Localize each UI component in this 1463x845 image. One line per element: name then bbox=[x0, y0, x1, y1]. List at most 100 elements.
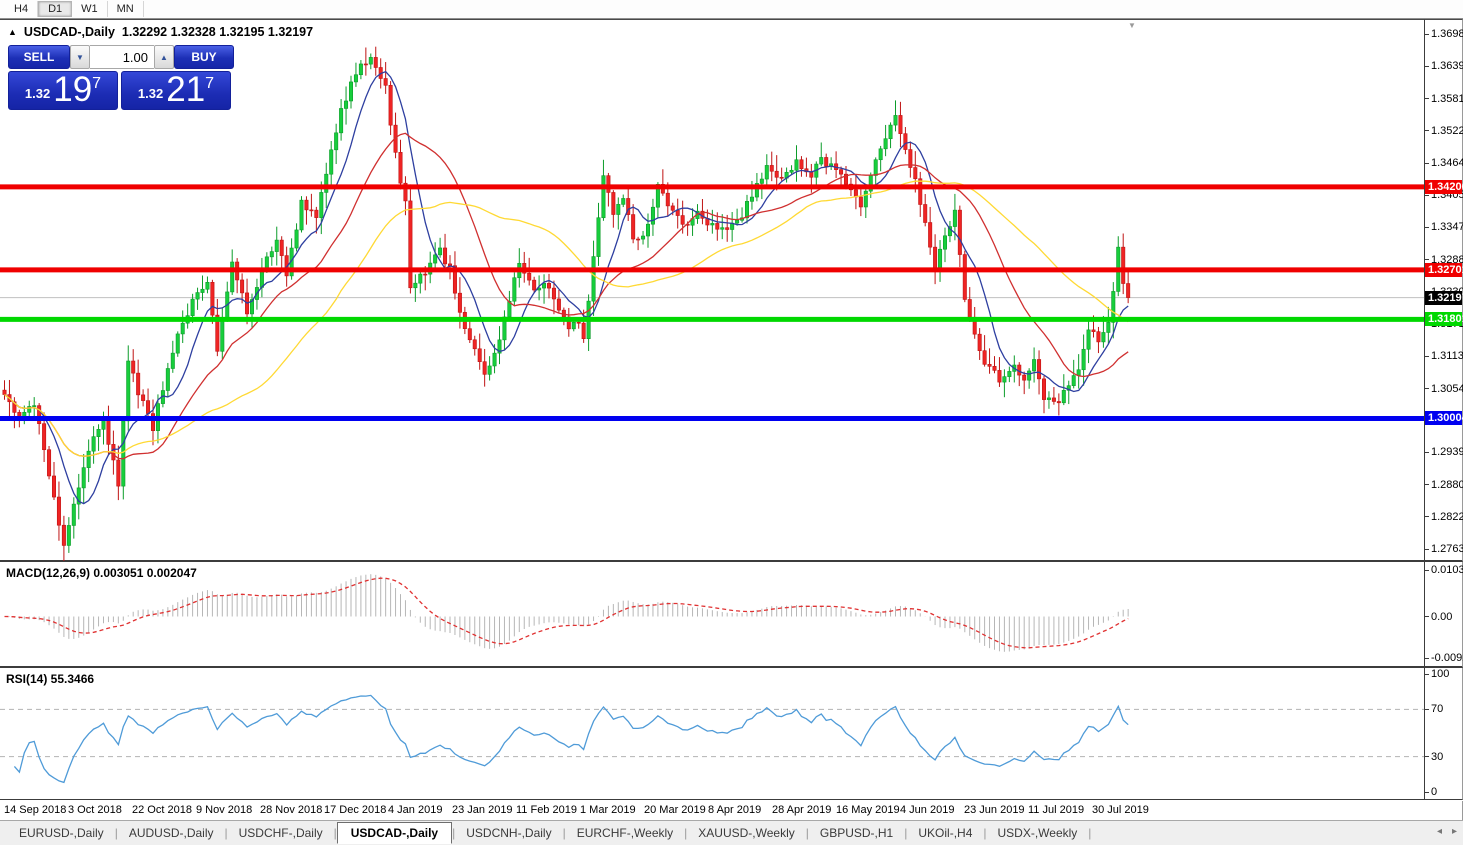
price-tick: 1.33470 bbox=[1425, 221, 1463, 233]
tab-usdcnh[interactable]: USDCNH-,Daily bbox=[466, 826, 552, 840]
sell-price-pips: 19 bbox=[53, 70, 93, 109]
date-label: 23 Jun 2019 bbox=[964, 804, 1025, 816]
sell-price-base: 1.32 bbox=[24, 86, 51, 101]
date-label: 22 Oct 2018 bbox=[132, 804, 192, 816]
date-label: 4 Jun 2019 bbox=[900, 804, 955, 816]
tab-separator: | bbox=[805, 826, 809, 840]
tab-usdcad[interactable]: USDCAD-,Daily bbox=[336, 822, 453, 844]
tab-separator: | bbox=[904, 826, 908, 840]
tab-gbpusd[interactable]: GBPUSD-,H1 bbox=[819, 826, 894, 840]
price-tick: 1.29390 bbox=[1425, 446, 1463, 458]
tab-separator: | bbox=[333, 826, 337, 840]
date-label: 4 Jan 2019 bbox=[388, 804, 443, 816]
tab-bar: EURUSD-,Daily | AUDUSD-,Daily | USDCHF-,Dail… bbox=[0, 820, 1463, 845]
date-label: 16 May 2019 bbox=[836, 804, 900, 816]
timeframe-button-d1[interactable]: D1 bbox=[38, 1, 73, 17]
sell-price-display[interactable]: 1.32 19 7 bbox=[8, 71, 118, 110]
rsi-indicator-label: RSI(14) 55.3466 bbox=[6, 672, 95, 686]
current-price-tag: 1.32197 bbox=[1425, 290, 1463, 305]
collapse-trade-panel-icon[interactable]: ▲ bbox=[8, 27, 17, 37]
macd-indicator-label: MACD(12,26,9) 0.003051 0.002047 bbox=[6, 566, 197, 580]
chart-window: ▲ USDCAD-,Daily 1.32292 1.32328 1.32195 … bbox=[0, 19, 1463, 845]
price-tag-support-blue: 1.30004 bbox=[1425, 411, 1463, 426]
price-tick: 1.28220 bbox=[1425, 511, 1463, 523]
tab-separator: | bbox=[114, 826, 118, 840]
tab-separator: | bbox=[224, 826, 228, 840]
date-label: 28 Apr 2019 bbox=[772, 804, 832, 816]
rsi-chart[interactable] bbox=[0, 668, 1424, 798]
ma-medium-line bbox=[4, 132, 1129, 460]
tab-eurchf[interactable]: EURCHF-,Weekly bbox=[576, 826, 674, 840]
price-tick: 1.35225 bbox=[1425, 125, 1463, 137]
volume-decrease-button[interactable]: ▼ bbox=[70, 45, 90, 69]
tab-usdchf[interactable]: USDCHF-,Daily bbox=[238, 826, 323, 840]
macd-pane[interactable]: MACD(12,26,9) 0.003051 0.002047 bbox=[0, 562, 1424, 668]
timeframe-toolbar: H4 D1 W1 MN bbox=[0, 0, 1463, 19]
buy-price-base: 1.32 bbox=[137, 86, 164, 101]
price-tick: 1.35810 bbox=[1425, 93, 1463, 105]
tab-separator: | bbox=[1088, 826, 1092, 840]
main-chart-pane[interactable]: ▲ USDCAD-,Daily 1.32292 1.32328 1.32195 … bbox=[0, 19, 1424, 562]
timeframe-button-h4[interactable]: H4 bbox=[5, 1, 39, 17]
buy-price-display[interactable]: 1.32 21 7 bbox=[121, 71, 231, 110]
date-label: 17 Dec 2018 bbox=[324, 804, 387, 816]
volume-input[interactable] bbox=[90, 45, 154, 69]
tab-usdx[interactable]: USDX-,Weekly bbox=[997, 826, 1078, 840]
tab-scroll-right-icon[interactable]: ▸ bbox=[1451, 826, 1457, 837]
price-tick: 1.28805 bbox=[1425, 479, 1463, 491]
date-label: 11 Jul 2019 bbox=[1028, 804, 1085, 816]
rsi-tick: 70 bbox=[1425, 703, 1462, 715]
rsi-axis[interactable]: 100 70 30 0 bbox=[1424, 668, 1463, 800]
price-tick: 1.30545 bbox=[1425, 383, 1463, 395]
buy-button[interactable]: BUY bbox=[174, 45, 234, 69]
date-label: 11 Feb 2019 bbox=[516, 804, 577, 816]
buy-price-pips: 21 bbox=[166, 70, 206, 109]
tab-separator: | bbox=[983, 826, 987, 840]
chart-shift-marker-icon[interactable]: ▼ bbox=[1128, 21, 1136, 30]
buy-price-point: 7 bbox=[205, 75, 215, 92]
macd-tick: -0.009203 bbox=[1425, 652, 1463, 664]
candlestick-chart[interactable] bbox=[0, 20, 1424, 561]
chart-ohlc-values: 1.32292 1.32328 1.32195 1.32197 bbox=[121, 25, 314, 39]
price-tick: 1.36980 bbox=[1425, 28, 1463, 40]
chart-header: ▲ USDCAD-,Daily 1.32292 1.32328 1.32195 … bbox=[8, 25, 313, 39]
tab-scroll-left-icon[interactable]: ◂ bbox=[1436, 826, 1442, 837]
tab-separator: | bbox=[684, 826, 688, 840]
tab-xauusd[interactable]: XAUUSD-,Weekly bbox=[698, 826, 795, 840]
price-tick: 1.36395 bbox=[1425, 60, 1463, 72]
macd-tick: 0.00 bbox=[1425, 611, 1462, 623]
price-tag-resistance-upper: 1.34206 bbox=[1425, 179, 1463, 194]
price-tick: 1.34640 bbox=[1425, 157, 1463, 169]
macd-chart[interactable] bbox=[0, 562, 1424, 666]
date-label: 28 Nov 2018 bbox=[260, 804, 323, 816]
timeframe-button-mn[interactable]: MN bbox=[108, 1, 144, 17]
price-tick: 1.32885 bbox=[1425, 254, 1463, 266]
price-tick: 1.31130 bbox=[1425, 350, 1463, 362]
chart-symbol-title: USDCAD-,Daily bbox=[23, 25, 115, 39]
sell-button[interactable]: SELL bbox=[8, 45, 70, 69]
date-label: 1 Mar 2019 bbox=[580, 804, 636, 816]
axis-corner bbox=[1424, 801, 1463, 820]
price-tick: 1.27635 bbox=[1425, 543, 1463, 555]
ma-fast-line bbox=[4, 70, 1129, 505]
tab-ukoil[interactable]: UKOil-,H4 bbox=[918, 826, 973, 840]
volume-increase-button[interactable]: ▲ bbox=[154, 45, 174, 69]
date-label: 23 Jan 2019 bbox=[452, 804, 513, 816]
rsi-pane[interactable]: RSI(14) 55.3466 bbox=[0, 668, 1424, 800]
date-label: 8 Apr 2019 bbox=[708, 804, 762, 816]
tab-eurusd[interactable]: EURUSD-,Daily bbox=[19, 826, 104, 840]
tab-audusd[interactable]: AUDUSD-,Daily bbox=[128, 826, 214, 840]
macd-axis[interactable]: 0.010311 0.00 -0.009203 bbox=[1424, 562, 1463, 668]
date-axis[interactable]: 14 Sep 2018 3 Oct 2018 22 Oct 2018 9 Nov 20… bbox=[0, 801, 1424, 820]
date-label: 3 Oct 2018 bbox=[68, 804, 122, 816]
tab-scroll-controls: ◂ ▸ bbox=[1437, 826, 1457, 837]
price-axis[interactable]: 1.369801.363951.358101.352251.346401.340… bbox=[1424, 19, 1463, 562]
date-label: 30 Jul 2019 bbox=[1092, 804, 1149, 816]
sell-price-point: 7 bbox=[92, 75, 102, 92]
tab-separator: | bbox=[452, 826, 456, 840]
rsi-tick: 0 bbox=[1425, 786, 1462, 798]
date-label: 20 Mar 2019 bbox=[644, 804, 706, 816]
timeframe-button-w1[interactable]: W1 bbox=[72, 1, 108, 17]
